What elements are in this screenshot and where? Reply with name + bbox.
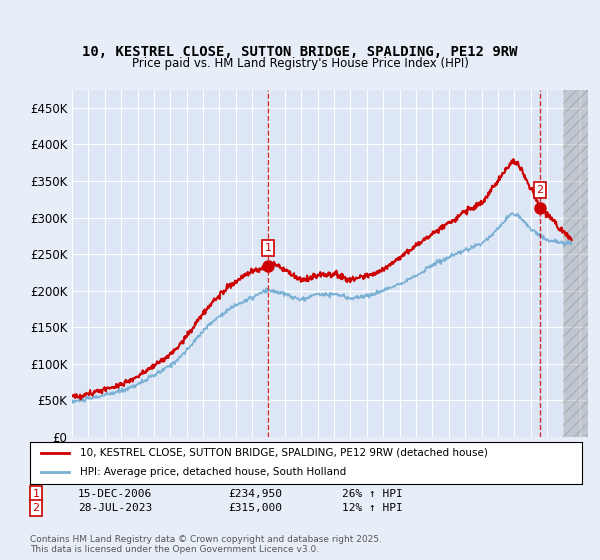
Text: 10, KESTREL CLOSE, SUTTON BRIDGE, SPALDING, PE12 9RW (detached house): 10, KESTREL CLOSE, SUTTON BRIDGE, SPALDI…: [80, 448, 488, 458]
Text: 1: 1: [32, 489, 40, 499]
Text: Contains HM Land Registry data © Crown copyright and database right 2025.
This d: Contains HM Land Registry data © Crown c…: [30, 535, 382, 554]
Text: 26% ↑ HPI: 26% ↑ HPI: [342, 489, 403, 499]
Text: 2: 2: [536, 185, 544, 195]
Text: £315,000: £315,000: [228, 503, 282, 513]
Text: 15-DEC-2006: 15-DEC-2006: [78, 489, 152, 499]
Text: 10, KESTREL CLOSE, SUTTON BRIDGE, SPALDING, PE12 9RW: 10, KESTREL CLOSE, SUTTON BRIDGE, SPALDI…: [82, 45, 518, 59]
Text: £234,950: £234,950: [228, 489, 282, 499]
Text: 2: 2: [32, 503, 40, 513]
Text: Price paid vs. HM Land Registry's House Price Index (HPI): Price paid vs. HM Land Registry's House …: [131, 57, 469, 70]
Text: HPI: Average price, detached house, South Holland: HPI: Average price, detached house, Sout…: [80, 467, 346, 477]
Text: 28-JUL-2023: 28-JUL-2023: [78, 503, 152, 513]
Text: 1: 1: [265, 243, 271, 253]
Text: 12% ↑ HPI: 12% ↑ HPI: [342, 503, 403, 513]
